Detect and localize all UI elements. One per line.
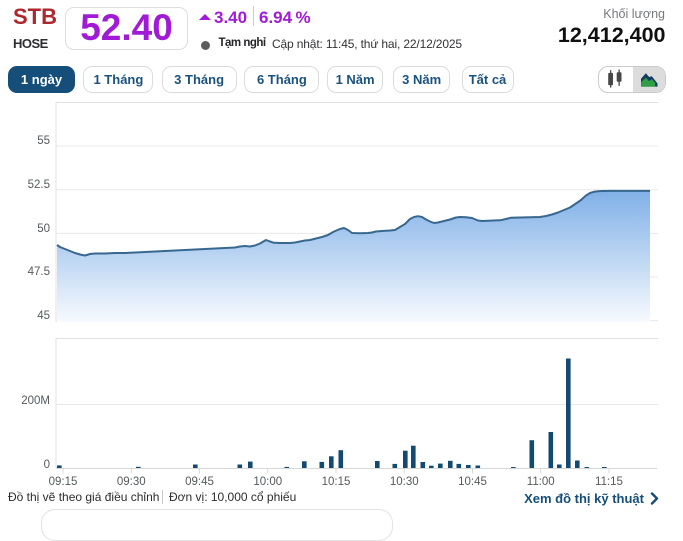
svg-text:09:30: 09:30 [117,476,146,488]
svg-text:0: 0 [44,459,50,471]
svg-text:55: 55 [37,135,50,147]
svg-text:47.5: 47.5 [28,266,50,278]
svg-text:10:00: 10:00 [253,476,282,488]
svg-text:10:30: 10:30 [390,476,419,488]
svg-text:52.5: 52.5 [28,179,50,191]
svg-text:11:00: 11:00 [527,476,555,488]
svg-text:11:15: 11:15 [595,476,623,488]
svg-text:09:15: 09:15 [49,476,78,488]
svg-text:10:45: 10:45 [458,476,487,488]
svg-text:200M: 200M [21,395,50,407]
svg-text:50: 50 [37,223,50,235]
svg-text:10:15: 10:15 [322,476,351,488]
svg-text:45: 45 [37,310,50,322]
svg-text:09:45: 09:45 [185,476,214,488]
